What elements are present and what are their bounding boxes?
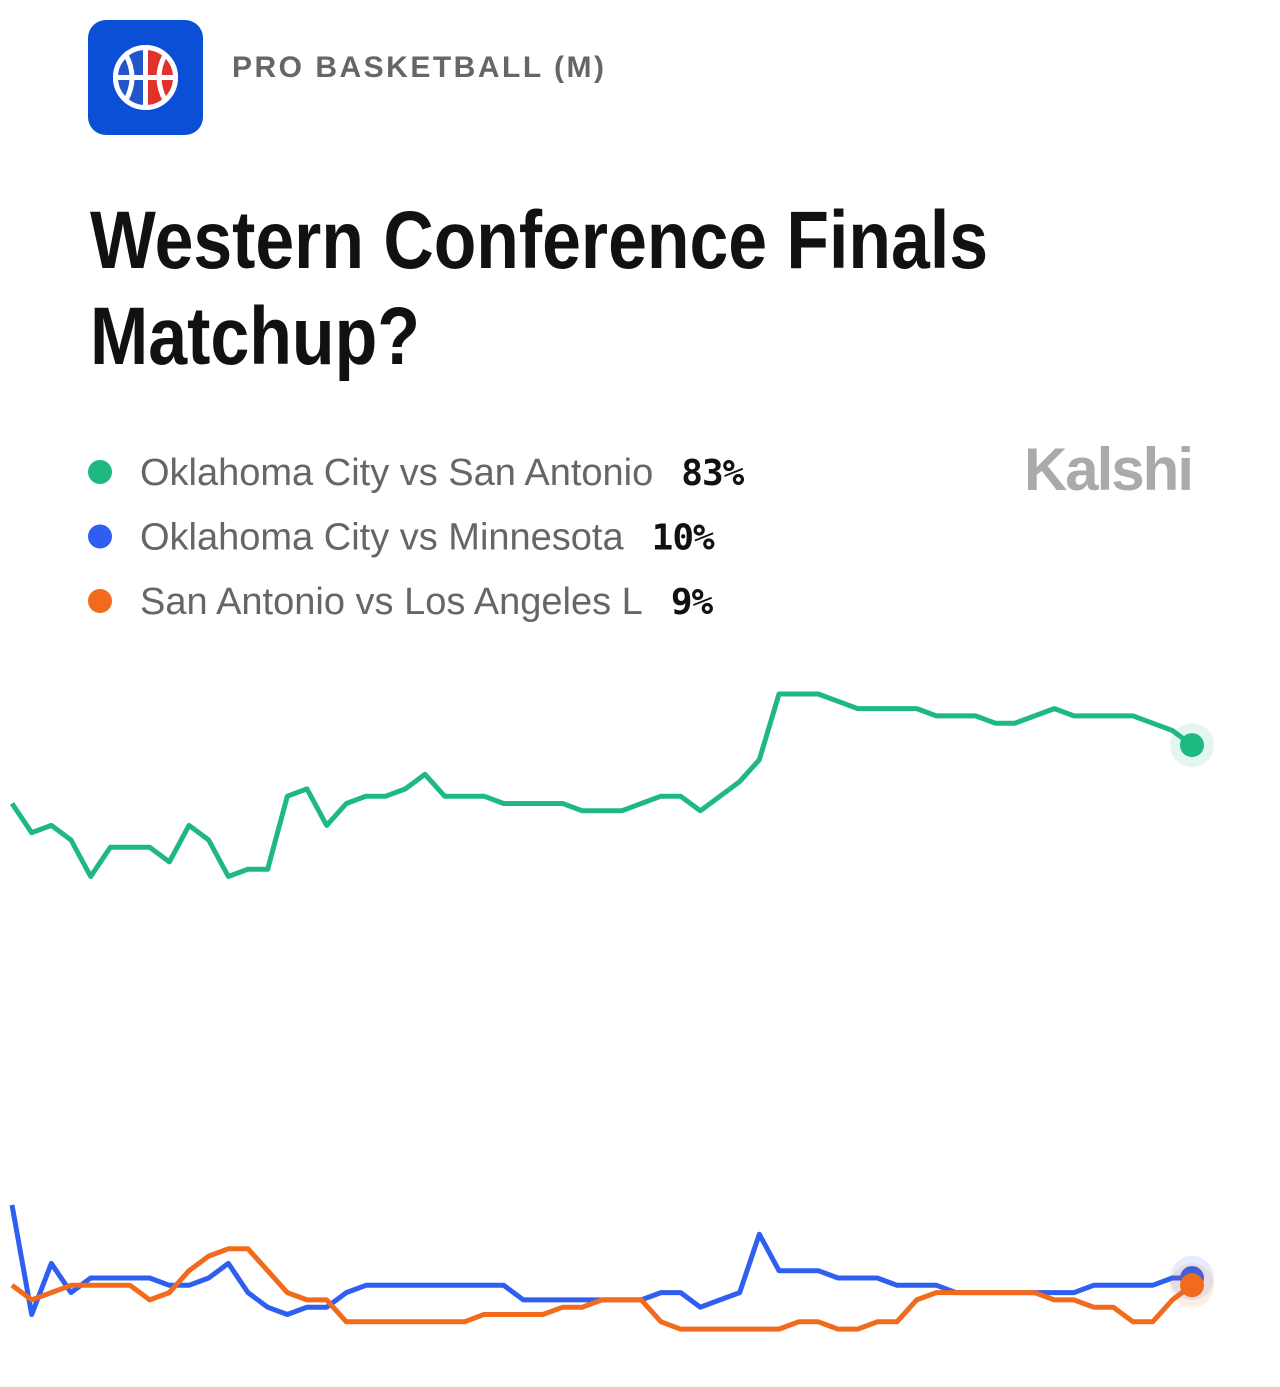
legend-value: 10% bbox=[652, 518, 715, 559]
brand-logo: Kalshi bbox=[1024, 436, 1192, 503]
chart-title: Matchup? bbox=[90, 291, 420, 382]
series-line bbox=[9, 691, 1194, 879]
legend-label: San Antonio vs Los Angeles L bbox=[140, 581, 643, 623]
legend-dot bbox=[88, 589, 112, 613]
category-label: PRO BASKETBALL (M) bbox=[232, 51, 606, 84]
basketball-icon bbox=[113, 45, 178, 110]
legend-dot bbox=[88, 460, 112, 484]
legend-value: 9% bbox=[671, 582, 714, 623]
legend-value: 83% bbox=[681, 453, 744, 494]
end-dot bbox=[1180, 1273, 1204, 1298]
series-line bbox=[10, 1246, 1194, 1332]
legend-dot bbox=[88, 524, 112, 549]
chart-title: Western Conference Finals bbox=[90, 195, 988, 286]
end-dot bbox=[1180, 733, 1204, 758]
legend-label: Oklahoma City vs San Antonio bbox=[140, 452, 653, 494]
legend-label: Oklahoma City vs Minnesota bbox=[140, 517, 624, 559]
